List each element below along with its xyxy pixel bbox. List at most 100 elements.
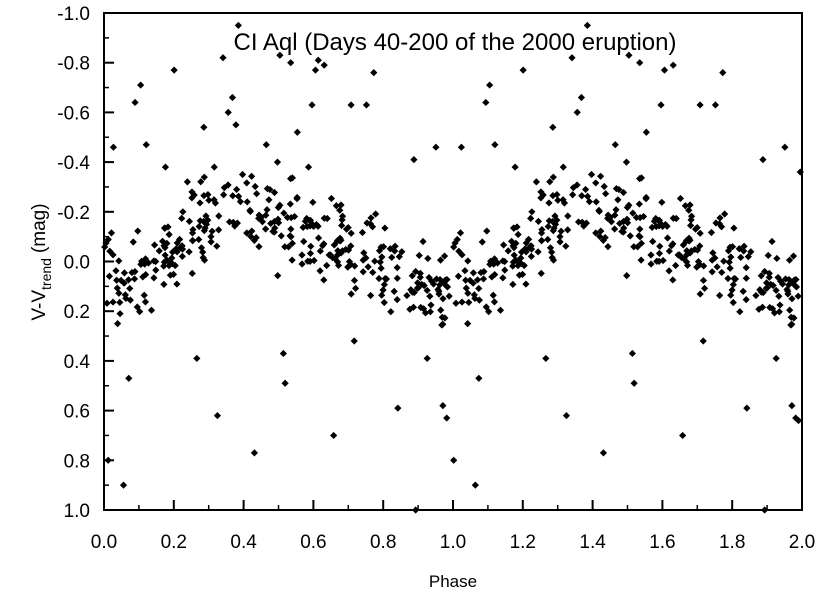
data-point [737, 253, 745, 262]
data-point [415, 251, 423, 260]
data-point [141, 298, 150, 306]
data-point [574, 218, 583, 226]
data-point [647, 251, 655, 259]
data-point [699, 337, 707, 345]
data-point [394, 404, 402, 412]
data-point [150, 241, 159, 249]
data-point [338, 212, 347, 220]
data-point [478, 238, 486, 246]
data-point [270, 188, 279, 197]
data-point [436, 256, 445, 264]
data-point [107, 229, 116, 237]
data-point [205, 196, 213, 204]
data-point [719, 69, 727, 77]
x-tick-label: 1.4 [579, 532, 606, 553]
data-point [309, 198, 317, 206]
data-point [625, 201, 633, 209]
data-point [534, 248, 542, 256]
data-point [150, 274, 158, 282]
data-point [253, 190, 261, 198]
data-point [388, 253, 396, 262]
data-point [320, 276, 328, 284]
data-point [307, 242, 315, 250]
data-point [635, 200, 643, 208]
data-point [362, 101, 371, 109]
y-axis-title-unit: (mag) [29, 203, 50, 253]
data-point [612, 206, 620, 214]
data-point [338, 221, 346, 230]
data-point [233, 219, 241, 227]
data-point [577, 93, 586, 102]
data-point [372, 210, 380, 218]
data-point [342, 225, 351, 233]
data-point [464, 320, 472, 328]
data-point [246, 206, 254, 214]
data-point [116, 298, 124, 306]
data-point [188, 236, 197, 245]
data-point [602, 190, 610, 198]
data-point [232, 121, 240, 129]
data-point [439, 295, 447, 303]
data-point [740, 242, 748, 250]
data-point [687, 247, 696, 255]
data-point [173, 248, 181, 256]
data-point [171, 261, 179, 270]
data-point [538, 225, 546, 234]
data-point [559, 196, 567, 204]
data-point [687, 221, 695, 230]
data-point [611, 211, 619, 219]
data-point [752, 291, 760, 300]
data-point [105, 272, 114, 280]
data-point [686, 201, 694, 209]
data-point [694, 258, 703, 266]
data-point [423, 286, 431, 295]
data-point [592, 198, 600, 206]
data-point [391, 242, 399, 250]
data-point [685, 206, 693, 214]
data-point [788, 295, 796, 303]
data-point [790, 276, 798, 284]
data-point [432, 143, 440, 151]
data-point [202, 220, 211, 228]
data-point [207, 238, 215, 246]
data-point [304, 163, 313, 171]
data-point [423, 354, 431, 363]
data-point [549, 123, 557, 131]
data-point [514, 262, 522, 270]
data-point [696, 101, 704, 109]
data-point [787, 321, 795, 329]
data-point [163, 239, 171, 248]
data-point [316, 247, 324, 255]
data-point [347, 229, 355, 237]
data-point [475, 374, 483, 382]
data-point [286, 200, 294, 208]
data-point [787, 313, 795, 321]
data-point [509, 224, 518, 232]
data-point [518, 270, 527, 278]
data-point [243, 229, 251, 237]
data-point [298, 260, 306, 268]
y-tick-label: -0.4 [57, 153, 90, 174]
data-point [204, 190, 212, 199]
data-point [762, 284, 770, 292]
data-point [789, 252, 798, 260]
data-point [287, 225, 295, 233]
data-point [642, 128, 650, 136]
data-point [379, 243, 388, 251]
data-point [197, 178, 205, 186]
data-point [766, 303, 774, 312]
data-point [325, 251, 333, 259]
data-point [178, 242, 186, 250]
data-point [471, 481, 479, 489]
data-point [185, 248, 193, 256]
data-point [687, 216, 695, 224]
data-point [720, 257, 728, 265]
data-point [129, 238, 137, 246]
data-point [393, 264, 401, 272]
data-point [287, 213, 295, 222]
data-point [573, 181, 581, 189]
data-point [569, 184, 577, 192]
data-point [334, 247, 342, 255]
data-point [188, 269, 196, 278]
data-point [178, 214, 186, 222]
